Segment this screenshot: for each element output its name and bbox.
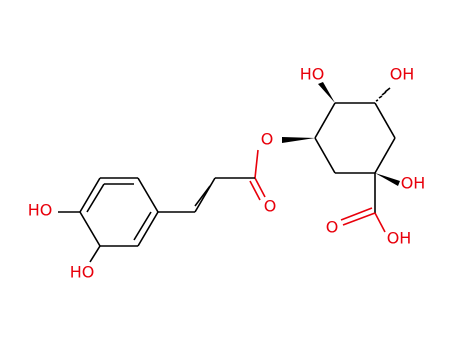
- atom-label: HO: [28, 201, 53, 220]
- atom-label: HO: [300, 65, 325, 84]
- atom-label: OH: [390, 65, 415, 84]
- atom-label: OH: [387, 229, 412, 248]
- atom-label: O: [261, 130, 274, 149]
- atom-label: O: [264, 197, 277, 216]
- atom-label: HO: [70, 263, 95, 282]
- bonds: [58, 82, 400, 263]
- atom-label: O: [326, 218, 339, 237]
- atom-label: OH: [401, 174, 426, 193]
